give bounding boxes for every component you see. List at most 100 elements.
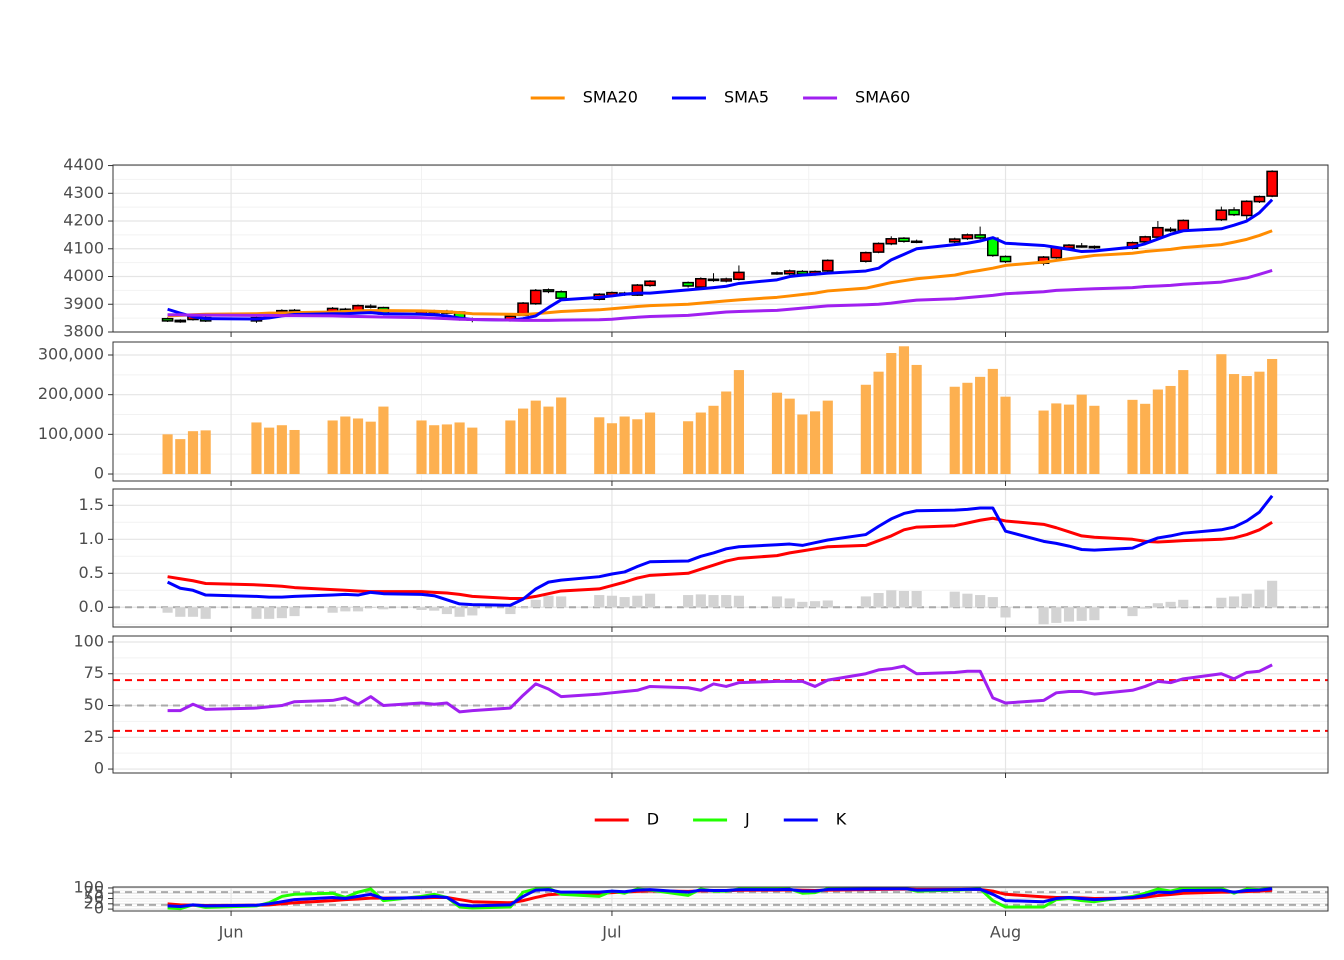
volume-bar [416,420,427,475]
series-line [167,229,1273,318]
candle-body [555,291,567,299]
panel-border [112,886,1329,912]
volume-bar [1076,394,1087,475]
histogram-bar [289,607,300,617]
candle-body [1152,226,1164,238]
candle-body [1228,209,1240,216]
panel-border [112,488,1329,628]
histogram-bar [975,595,986,608]
histogram-bar [518,607,529,608]
y-tick-label: 100 [73,877,104,896]
histogram-bar [962,593,973,608]
volume-bar [289,429,300,475]
legend-label: K [836,810,847,829]
volume-bar [454,422,465,475]
y-tick-label: 100 [73,631,104,650]
candle-body [1139,236,1152,243]
legend-label: J [744,810,750,829]
histogram-bar [771,596,783,608]
y-tick-label: 4000 [63,266,104,285]
series-line [166,494,1274,607]
candle-body [161,317,174,322]
volume-bar [1228,374,1240,475]
y-tick-label: 4300 [63,183,104,202]
histogram-bar [784,598,795,608]
plot-area [162,346,1278,475]
histogram-bar [911,590,922,608]
plot-area [113,494,1328,625]
volume-bar [1140,403,1151,475]
volume-bar [1038,410,1049,475]
histogram-bar [797,601,808,608]
x-tick-label: Aug [990,923,1021,942]
series-line [167,663,1273,714]
x-tick-label: Jul [601,923,621,942]
volume-bar [860,384,871,475]
histogram-bar [708,595,719,608]
volume-bar [911,364,922,475]
histogram-bar [378,607,389,610]
y-tick-label: 300,000 [38,345,104,364]
histogram-bar [1216,597,1227,608]
panel-background [113,342,1328,481]
volume-bar [1165,385,1176,475]
volume-bar [683,421,694,475]
histogram-bar [1165,601,1176,608]
y-tick-label: 4400 [63,155,104,174]
histogram-bar [822,600,833,608]
histogram-bar [683,595,694,608]
volume-bar [200,430,211,475]
y-tick-label: 0 [94,759,104,778]
volume-bar [378,406,389,475]
volume-bar [695,412,706,475]
histogram-bar [429,607,440,611]
histogram-bar [505,607,516,615]
histogram-bar [1228,596,1240,608]
candle-body [707,278,720,282]
candle-body [961,234,974,240]
histogram-bar [721,595,732,608]
series-line [167,887,1273,909]
y-tick-label: 75 [84,663,104,682]
candle-body [872,242,885,253]
candle-body [1075,245,1088,248]
series-line [167,516,1273,600]
candle-body [1240,200,1253,217]
candle-body [771,272,783,275]
histogram-bar [1178,599,1189,608]
panel-border [112,341,1329,482]
histogram-bar [1127,607,1138,617]
histogram-bar [530,599,541,608]
histogram-bar [187,607,199,617]
plot-area [113,663,1328,732]
panel-background [113,489,1328,627]
volume-bar [606,423,618,475]
volume-bar [1063,404,1075,475]
volume-bar [1127,399,1138,475]
volume-bar [733,370,744,475]
volume-bar [530,400,541,475]
histogram-bar [175,607,186,617]
histogram-bar [606,595,618,608]
candle-body [1266,170,1278,197]
volume-bar [467,427,478,475]
histogram-bar [644,593,656,608]
volume-bar [797,414,808,475]
histogram-bar [264,607,275,619]
candle-body [783,270,796,275]
y-tick-label: 25 [84,727,104,746]
histogram-bar [1076,607,1087,621]
y-tick-label: 0.5 [79,563,104,582]
volume-bar [429,425,440,475]
candle-body [885,238,898,245]
legend-label: SMA5 [724,88,769,107]
y-tick-label: 0.0 [79,597,104,616]
y-tick-label: 0 [94,464,104,483]
y-tick-label: 4200 [63,211,104,230]
x-tick-label: Jun [218,923,244,942]
y-tick-label: 1.5 [79,495,104,514]
volume-bar [543,406,554,475]
histogram-bar [441,607,452,615]
